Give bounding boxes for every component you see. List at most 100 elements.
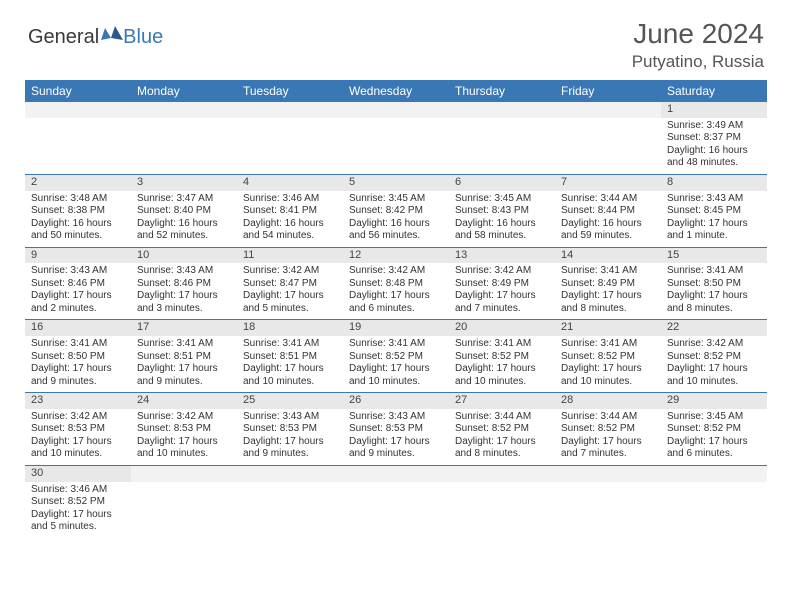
week-row: 23Sunrise: 3:42 AMSunset: 8:53 PMDayligh… [25,393,767,466]
sunrise-text: Sunrise: 3:45 AM [667,411,761,424]
daylight-text2: and 10 minutes. [243,376,337,389]
sunrise-text: Sunrise: 3:44 AM [561,193,655,206]
empty-cell [449,466,555,538]
day-number [237,466,343,482]
day-cell: 7Sunrise: 3:44 AMSunset: 8:44 PMDaylight… [555,175,661,247]
daylight-text2: and 8 minutes. [561,303,655,316]
day-body [237,118,343,172]
empty-cell [343,466,449,538]
daylight-text: Daylight: 16 hours [31,218,125,231]
day-body [449,482,555,536]
sunrise-text: Sunrise: 3:42 AM [667,338,761,351]
sunset-text: Sunset: 8:52 PM [667,423,761,436]
day-number: 3 [131,175,237,191]
sunrise-text: Sunrise: 3:41 AM [243,338,337,351]
day-number [25,102,131,118]
day-number [661,466,767,482]
daylight-text: Daylight: 17 hours [137,290,231,303]
sunset-text: Sunset: 8:52 PM [561,423,655,436]
header: General Blue June 2024 Putyatino, Russia [0,0,792,80]
sunrise-text: Sunrise: 3:41 AM [455,338,549,351]
day-number [343,102,449,118]
daylight-text2: and 2 minutes. [31,303,125,316]
sunset-text: Sunset: 8:52 PM [561,351,655,364]
empty-cell [449,102,555,174]
day-number: 23 [25,393,131,409]
sunrise-text: Sunrise: 3:41 AM [349,338,443,351]
title-block: June 2024 Putyatino, Russia [632,18,764,72]
daylight-text2: and 7 minutes. [561,448,655,461]
sunset-text: Sunset: 8:42 PM [349,205,443,218]
day-body: Sunrise: 3:42 AMSunset: 8:47 PMDaylight:… [237,263,343,319]
day-body: Sunrise: 3:41 AMSunset: 8:50 PMDaylight:… [661,263,767,319]
sunset-text: Sunset: 8:52 PM [455,351,549,364]
daylight-text: Daylight: 16 hours [455,218,549,231]
day-body [131,482,237,536]
daylight-text: Daylight: 17 hours [349,363,443,376]
daylight-text2: and 50 minutes. [31,230,125,243]
day-number: 21 [555,320,661,336]
day-body: Sunrise: 3:42 AMSunset: 8:53 PMDaylight:… [25,409,131,465]
day-cell: 29Sunrise: 3:45 AMSunset: 8:52 PMDayligh… [661,393,767,465]
sunrise-text: Sunrise: 3:43 AM [31,265,125,278]
day-number: 7 [555,175,661,191]
empty-cell [25,102,131,174]
day-number: 19 [343,320,449,336]
daylight-text: Daylight: 17 hours [667,218,761,231]
day-header-cell: Sunday [25,80,131,102]
day-body: Sunrise: 3:41 AMSunset: 8:49 PMDaylight:… [555,263,661,319]
day-cell: 2Sunrise: 3:48 AMSunset: 8:38 PMDaylight… [25,175,131,247]
day-cell: 8Sunrise: 3:43 AMSunset: 8:45 PMDaylight… [661,175,767,247]
sunset-text: Sunset: 8:38 PM [31,205,125,218]
day-cell: 28Sunrise: 3:44 AMSunset: 8:52 PMDayligh… [555,393,661,465]
daylight-text2: and 10 minutes. [561,376,655,389]
day-cell: 12Sunrise: 3:42 AMSunset: 8:48 PMDayligh… [343,248,449,320]
day-cell: 18Sunrise: 3:41 AMSunset: 8:51 PMDayligh… [237,320,343,392]
logo-text-general: General [28,26,99,49]
daylight-text2: and 6 minutes. [667,448,761,461]
sunrise-text: Sunrise: 3:41 AM [561,338,655,351]
empty-cell [555,102,661,174]
sunset-text: Sunset: 8:47 PM [243,278,337,291]
sunrise-text: Sunrise: 3:47 AM [137,193,231,206]
day-body: Sunrise: 3:42 AMSunset: 8:49 PMDaylight:… [449,263,555,319]
sunrise-text: Sunrise: 3:43 AM [349,411,443,424]
location: Putyatino, Russia [632,52,764,72]
day-number: 10 [131,248,237,264]
daylight-text2: and 3 minutes. [137,303,231,316]
sunrise-text: Sunrise: 3:41 AM [667,265,761,278]
daylight-text: Daylight: 16 hours [349,218,443,231]
day-number: 28 [555,393,661,409]
day-cell: 19Sunrise: 3:41 AMSunset: 8:52 PMDayligh… [343,320,449,392]
daylight-text: Daylight: 17 hours [31,509,125,522]
day-body [343,118,449,172]
daylight-text2: and 6 minutes. [349,303,443,316]
day-body: Sunrise: 3:43 AMSunset: 8:45 PMDaylight:… [661,191,767,247]
day-body: Sunrise: 3:44 AMSunset: 8:44 PMDaylight:… [555,191,661,247]
sunset-text: Sunset: 8:46 PM [137,278,231,291]
logo: General Blue [28,26,163,49]
daylight-text2: and 9 minutes. [243,448,337,461]
daylight-text: Daylight: 17 hours [561,363,655,376]
day-body: Sunrise: 3:44 AMSunset: 8:52 PMDaylight:… [555,409,661,465]
sunset-text: Sunset: 8:48 PM [349,278,443,291]
day-body: Sunrise: 3:43 AMSunset: 8:53 PMDaylight:… [237,409,343,465]
empty-cell [131,466,237,538]
sunrise-text: Sunrise: 3:42 AM [31,411,125,424]
day-cell: 25Sunrise: 3:43 AMSunset: 8:53 PMDayligh… [237,393,343,465]
sunset-text: Sunset: 8:53 PM [243,423,337,436]
day-number: 2 [25,175,131,191]
daylight-text: Daylight: 17 hours [349,436,443,449]
day-body: Sunrise: 3:45 AMSunset: 8:43 PMDaylight:… [449,191,555,247]
day-body: Sunrise: 3:41 AMSunset: 8:51 PMDaylight:… [131,336,237,392]
day-number [555,102,661,118]
day-header-cell: Tuesday [237,80,343,102]
day-body: Sunrise: 3:45 AMSunset: 8:52 PMDaylight:… [661,409,767,465]
sunrise-text: Sunrise: 3:42 AM [137,411,231,424]
daylight-text2: and 59 minutes. [561,230,655,243]
sunset-text: Sunset: 8:49 PM [455,278,549,291]
daylight-text: Daylight: 17 hours [31,436,125,449]
daylight-text: Daylight: 17 hours [667,363,761,376]
day-number: 30 [25,466,131,482]
day-cell: 13Sunrise: 3:42 AMSunset: 8:49 PMDayligh… [449,248,555,320]
